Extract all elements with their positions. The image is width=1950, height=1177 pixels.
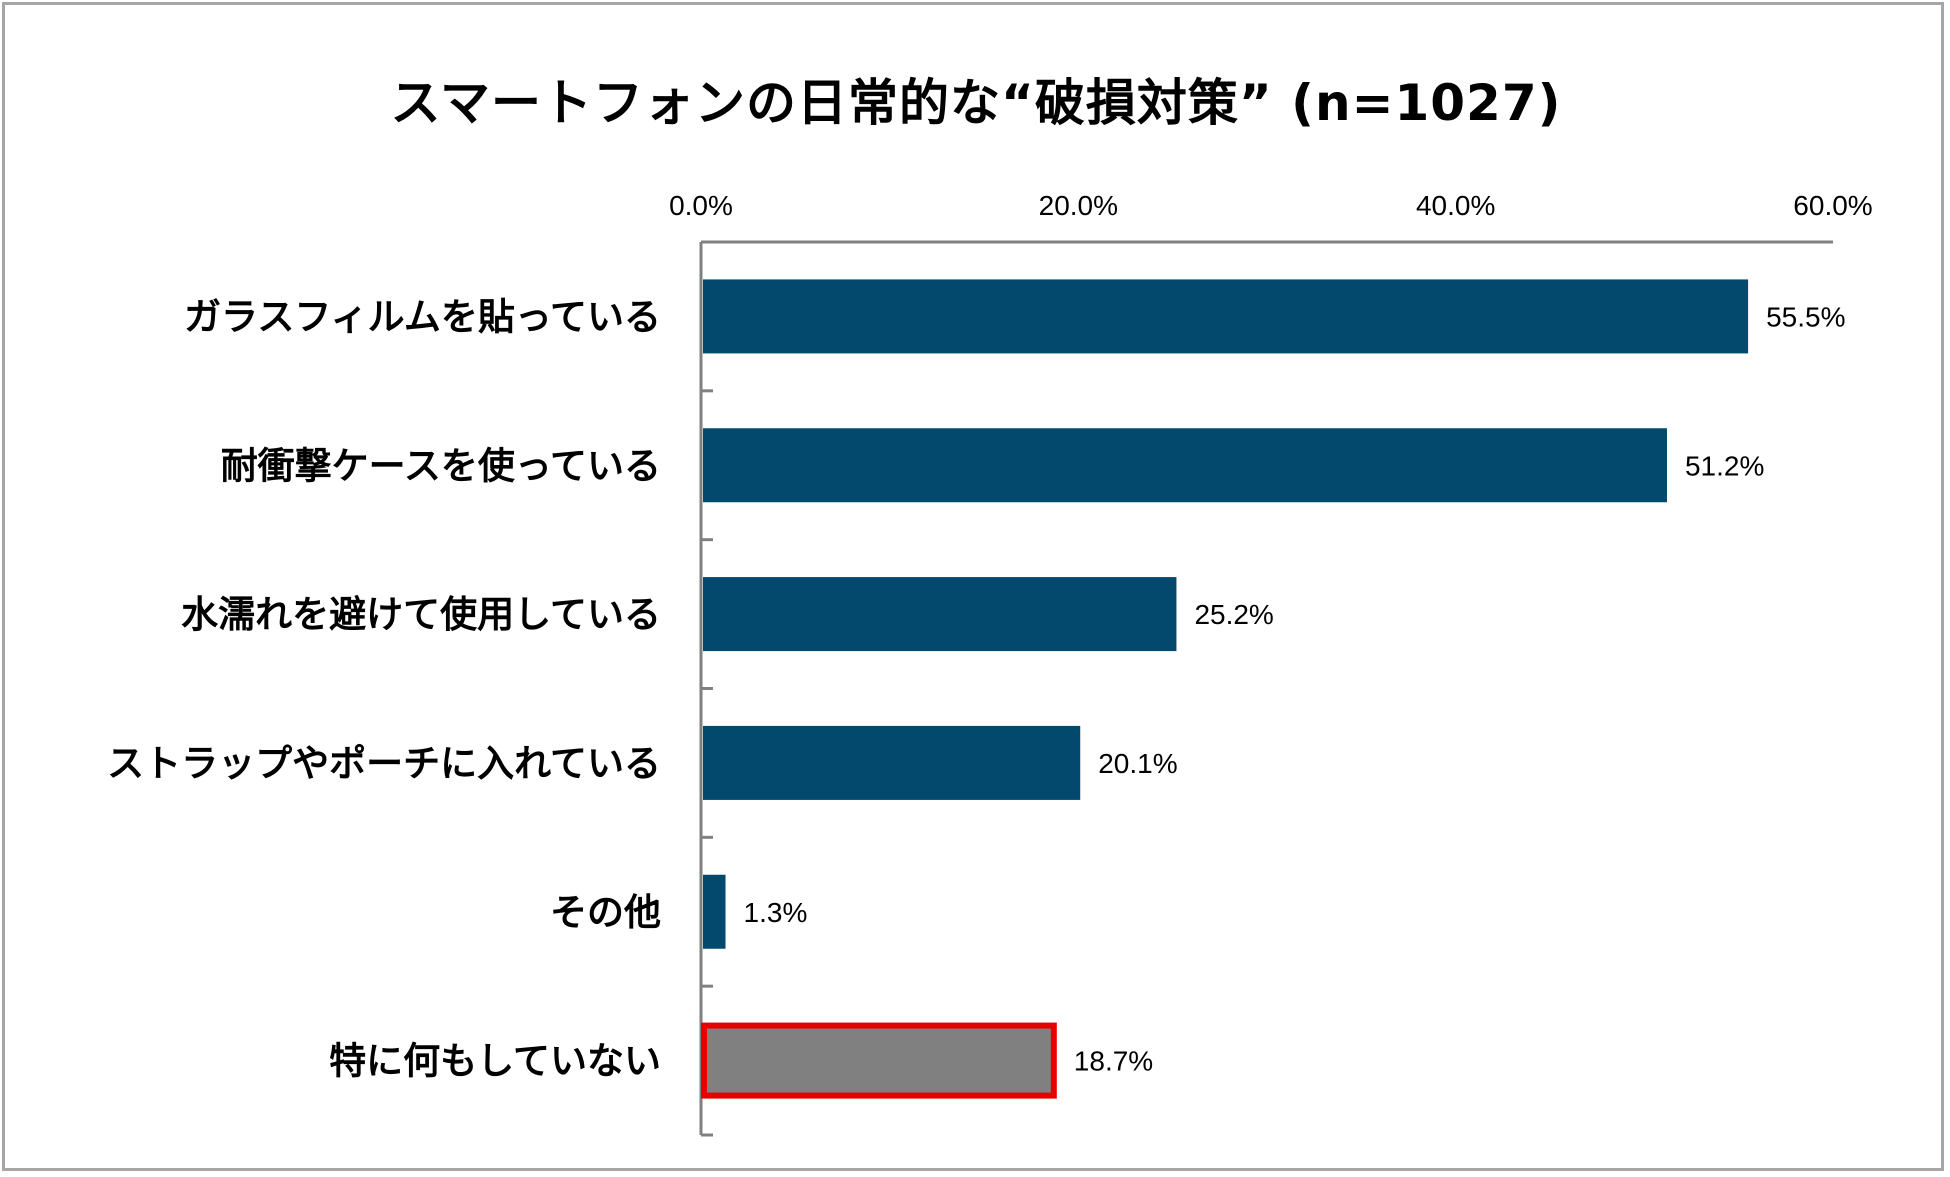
bar-chart-plot: 0.0% 20.0% 40.0% 60.0% ガラスフィルムを貼っている 55.5% 耐衝撃… bbox=[107, 190, 1873, 1137]
category-label: その他 bbox=[550, 891, 661, 934]
bar bbox=[703, 428, 1667, 503]
data-label: 25.2% bbox=[1194, 599, 1273, 630]
data-label: 20.1% bbox=[1098, 748, 1177, 779]
bar-highlighted bbox=[701, 1022, 1057, 1099]
category-label: ストラップやポーチに入れている bbox=[107, 742, 661, 785]
x-tick-label: 40.0% bbox=[1416, 190, 1495, 221]
chart-title: スマートフォンの日常的な“破損対策” (n=1027) bbox=[390, 74, 1562, 132]
category-label: 耐衝撃ケースを使っている bbox=[221, 444, 661, 487]
bar bbox=[703, 279, 1749, 354]
data-label: 55.5% bbox=[1766, 301, 1845, 332]
data-label: 51.2% bbox=[1685, 450, 1764, 481]
bar bbox=[703, 874, 726, 949]
x-tick-label: 20.0% bbox=[1039, 190, 1118, 221]
bar bbox=[703, 725, 1081, 800]
x-tick-label: 0.0% bbox=[669, 190, 733, 221]
bar bbox=[703, 577, 1177, 652]
x-tick-label: 60.0% bbox=[1793, 190, 1872, 221]
category-label: ガラスフィルムを貼っている bbox=[184, 295, 661, 338]
data-label: 1.3% bbox=[744, 897, 808, 928]
category-label: 水濡れを避けて使用している bbox=[181, 593, 661, 636]
data-label: 18.7% bbox=[1074, 1046, 1153, 1077]
category-label: 特に何もしていない bbox=[329, 1040, 661, 1083]
